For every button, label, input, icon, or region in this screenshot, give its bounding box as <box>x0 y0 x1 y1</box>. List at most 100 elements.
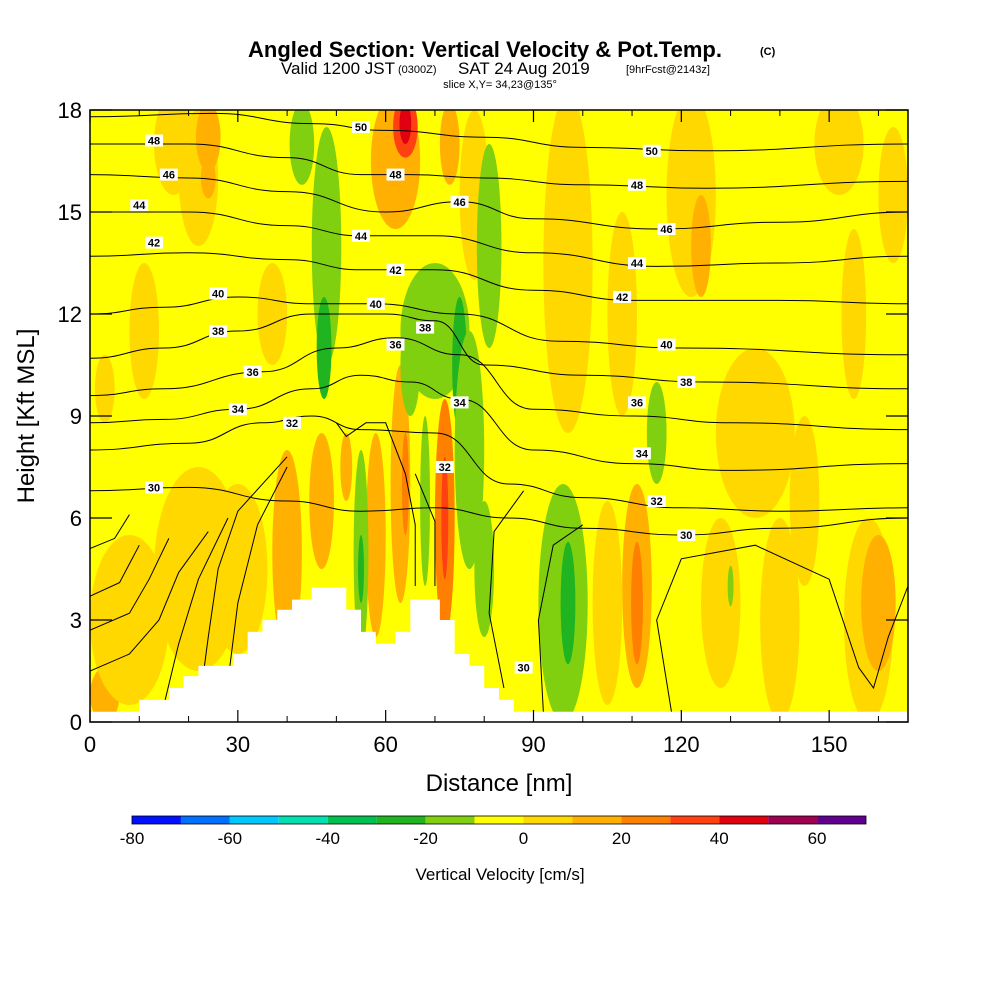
colorbar-bin <box>278 816 328 824</box>
colorbar-tick-label: 60 <box>808 829 827 848</box>
isentrope-label: 36 <box>631 397 643 409</box>
velocity-cell <box>631 541 643 665</box>
colorbar-bin <box>327 816 377 824</box>
isentrope-label-box <box>642 144 661 157</box>
y-tick-label: 3 <box>70 608 82 633</box>
isentrope-label: 36 <box>246 367 258 379</box>
velocity-cell <box>715 348 795 518</box>
isentrope-line <box>90 531 209 672</box>
isentrope-label: 34 <box>636 448 649 460</box>
colorbar-bin <box>229 816 279 824</box>
velocity-cell <box>441 456 449 580</box>
isentrope-label: 32 <box>286 418 298 430</box>
velocity-cell <box>727 565 734 607</box>
velocity-cell <box>340 433 353 501</box>
isentrope-label-box <box>416 321 435 334</box>
colorbar-tick-label: -20 <box>413 829 438 848</box>
isentrope-label: 38 <box>212 326 224 338</box>
velocity-cell <box>390 365 411 603</box>
isentrope-line <box>656 544 908 712</box>
terrain <box>90 587 908 722</box>
colorbar-bin <box>817 816 866 824</box>
isentrope-label-box <box>386 168 405 181</box>
isentrope-label-box <box>632 447 651 460</box>
velocity-cell <box>474 501 495 637</box>
velocity-cell <box>691 195 711 297</box>
isentrope-line <box>90 544 140 597</box>
velocity-cell <box>439 110 460 185</box>
isentrope-line <box>488 490 525 689</box>
isentrope-labels: 30 30 30 32 32 32 34 34 34 36 36 36 38 38 38 40 40 40 42 42… <box>130 121 696 675</box>
isentrope-label: 38 <box>680 377 692 389</box>
isentrope-label: 40 <box>370 299 382 311</box>
isentrope-label: 46 <box>163 170 175 182</box>
isentrope-line <box>90 538 170 631</box>
isentrope-label: 34 <box>453 397 466 409</box>
isentrope-label-box <box>677 529 696 541</box>
x-tick-label: 90 <box>521 732 545 757</box>
y-tick-label: 6 <box>70 506 82 531</box>
isentrope-label-box <box>386 338 405 351</box>
isentrope-label-box <box>159 168 178 181</box>
colorbar-bin <box>719 816 769 824</box>
isentrope-label-box <box>450 195 469 208</box>
isentrope-label: 46 <box>660 224 672 236</box>
isentrope-label: 40 <box>660 340 672 352</box>
isentrope-label-box <box>145 236 164 249</box>
velocity-cell <box>814 110 864 195</box>
y-tick-label: 9 <box>70 404 82 429</box>
x-tick-label: 0 <box>84 732 96 757</box>
colorbar-tick-label: -40 <box>315 829 340 848</box>
isentrope-label-box <box>514 661 533 674</box>
isentrope-line <box>537 524 584 712</box>
velocity-cell <box>200 157 216 199</box>
velocity-cell <box>560 541 576 665</box>
x-tick-label: 120 <box>663 732 700 757</box>
velocity-cell <box>257 263 288 365</box>
x-axis-title: Distance [nm] <box>426 770 573 797</box>
isentrope-label: 44 <box>133 200 146 212</box>
velocity-cell <box>208 484 268 654</box>
isentrope-label: 40 <box>212 289 224 301</box>
isentrope-label-box <box>352 229 371 242</box>
isentrope-label: 48 <box>631 180 643 192</box>
isentrope-label-box <box>657 223 676 235</box>
chart-subtitle-forecast: [9hrFcst@2143z] <box>626 64 710 76</box>
colorbar-bin <box>132 816 181 824</box>
isentrope-line <box>90 514 130 550</box>
isentrope-label: 36 <box>389 340 401 352</box>
isentrope-line <box>163 517 229 706</box>
colorbar-frame <box>131 815 867 825</box>
colorbar-tick-label: -80 <box>120 829 145 848</box>
isentrope-line <box>414 473 436 586</box>
isentrope-label: 30 <box>518 663 530 675</box>
isentrope-label-box <box>435 461 454 473</box>
isentrope-label: 30 <box>148 482 160 494</box>
isentrope-label: 32 <box>439 462 451 474</box>
colorbar-bin <box>768 816 818 824</box>
isentrope-label: 38 <box>419 323 431 335</box>
isentrope-line <box>197 456 288 712</box>
isentrope-label: 30 <box>680 530 692 542</box>
chart-subtitle-date: SAT 24 Aug 2019 <box>458 59 590 78</box>
velocity-cell <box>309 433 334 569</box>
x-tick-label: 30 <box>226 732 250 757</box>
colorbar-tick-label: -60 <box>218 829 243 848</box>
isentrope-line <box>90 415 908 512</box>
x-tick-label: 60 <box>373 732 397 757</box>
colorbar-bin <box>376 816 426 824</box>
x-tick-label: 150 <box>811 732 848 757</box>
isentrope-label: 50 <box>355 122 367 134</box>
velocity-cell <box>365 433 386 637</box>
isentrope-label-box <box>627 178 646 191</box>
velocity-cell <box>646 382 667 484</box>
isentrope-label-box <box>613 291 632 303</box>
velocity-cell <box>454 331 485 569</box>
velocity-cell <box>592 501 623 705</box>
isentrope-contours <box>90 112 908 712</box>
isentrope-label-box <box>677 376 696 388</box>
isentrope-line <box>227 466 288 682</box>
chart-subtitle-zulu: (0300Z) <box>398 64 437 76</box>
